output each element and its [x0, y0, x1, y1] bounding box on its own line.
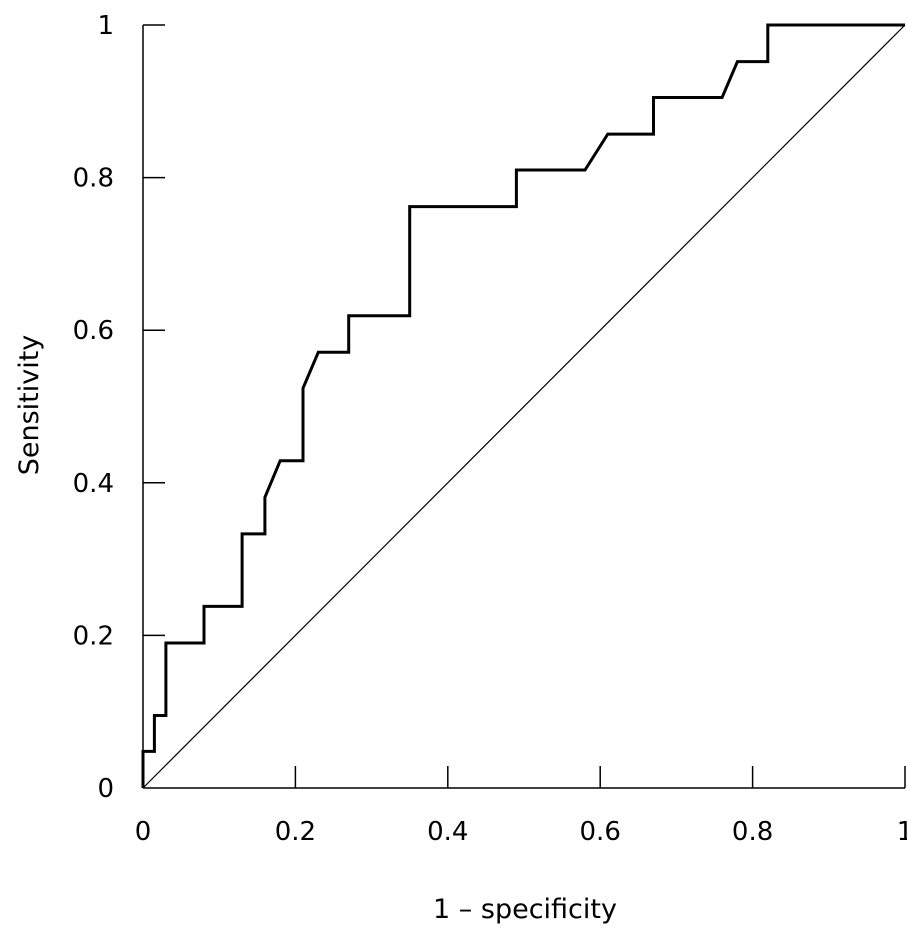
x-ticks: 0 0.2 0.4 0.6 0.8 1 [135, 766, 907, 847]
roc-curve-line [141, 23, 905, 788]
x-tick-label: 0.6 [580, 817, 621, 847]
y-tick-label: 0.2 [73, 621, 114, 651]
reference-diagonal-line [142, 24, 906, 789]
y-axis-title: Sensitivity [14, 335, 45, 476]
x-axis-title: 1 – specificity [433, 894, 617, 925]
y-tick-label: 0.6 [73, 316, 114, 346]
axes [142, 25, 905, 789]
y-tick-label: 0.8 [73, 164, 114, 194]
x-tick-label: 0.2 [275, 817, 316, 847]
series-layer [141, 23, 906, 789]
y-ticks: 0 0.2 0.4 0.6 0.8 1 [73, 11, 165, 804]
y-tick-label: 0.4 [73, 469, 114, 499]
x-tick-label: 0.8 [732, 817, 773, 847]
x-tick-label: 1 [897, 817, 907, 847]
x-tick-label: 0 [135, 817, 152, 847]
x-tick-label: 0.4 [427, 817, 468, 847]
y-tick-label: 1 [97, 11, 114, 41]
y-tick-label: 0 [97, 774, 114, 804]
